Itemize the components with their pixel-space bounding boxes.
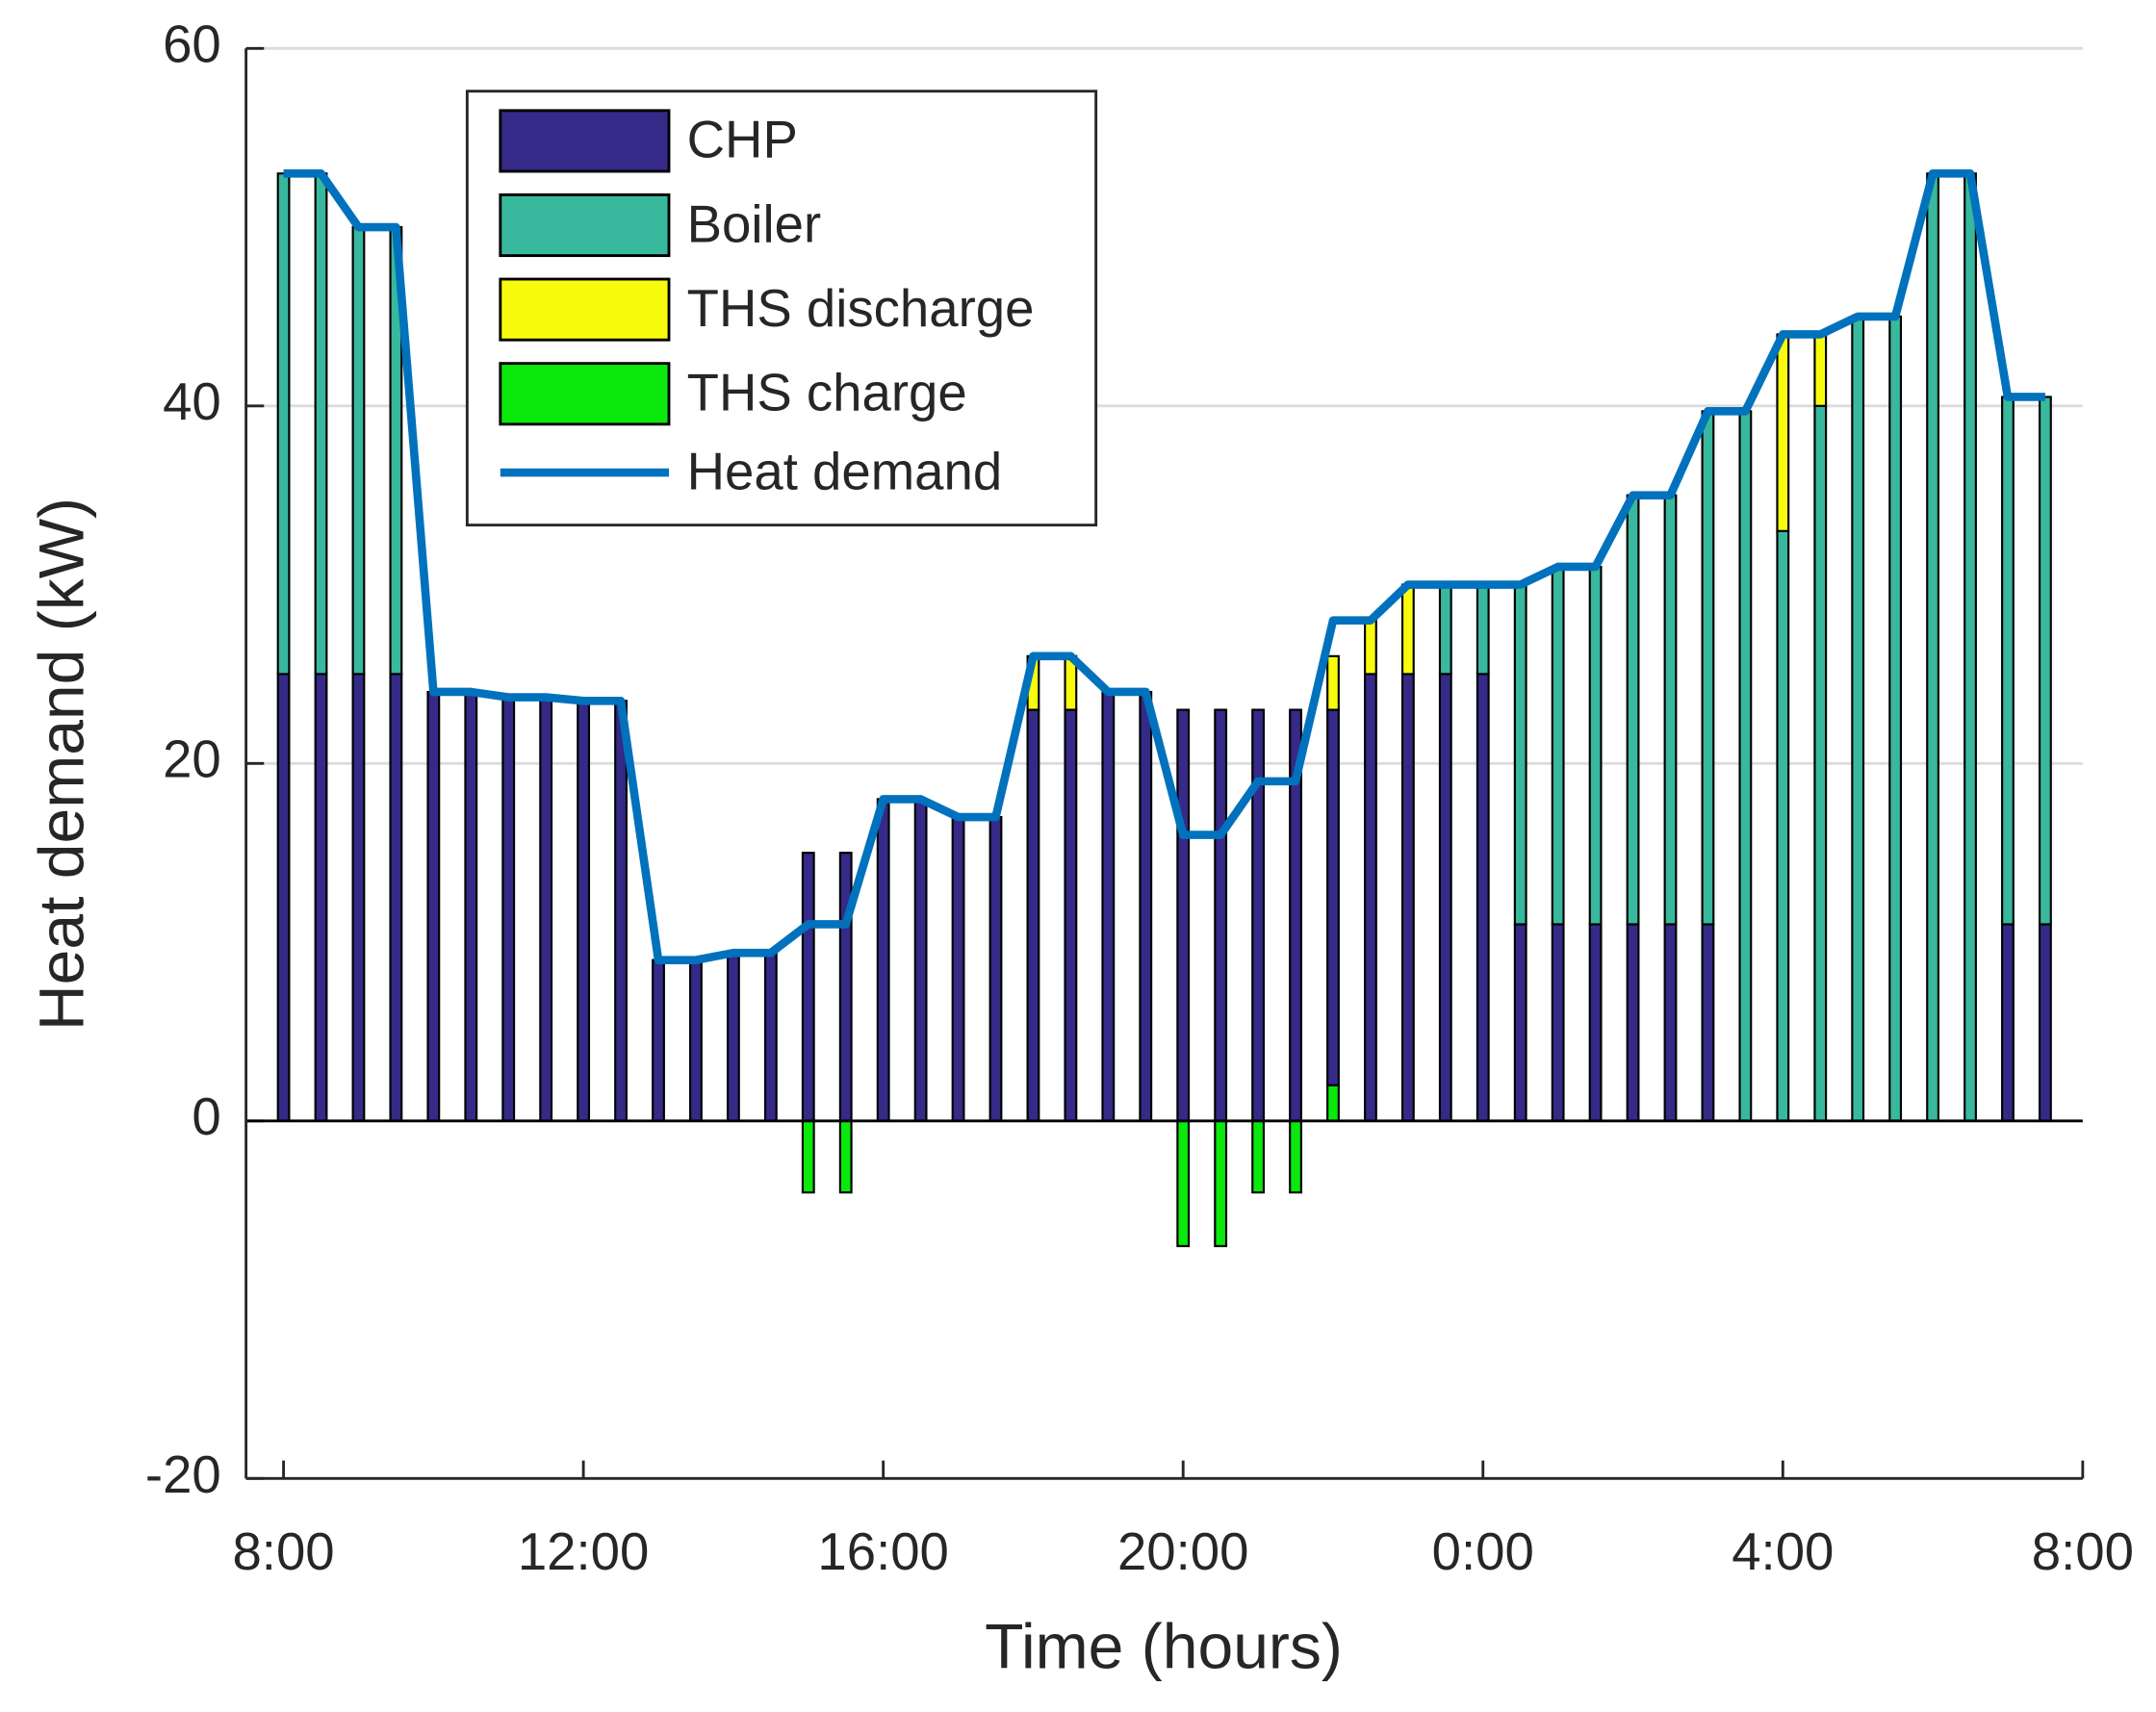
x-axis-label: Time (hours) bbox=[985, 1610, 1343, 1681]
bar-segment bbox=[1101, 690, 1116, 1122]
x-tick-label: 20:00 bbox=[1117, 1522, 1249, 1581]
bar-segment bbox=[838, 852, 853, 1122]
bar-segment bbox=[1400, 583, 1415, 676]
bar-segment bbox=[1851, 315, 1865, 1122]
y-tick-label: -20 bbox=[145, 1445, 221, 1504]
y-tick-label: 60 bbox=[163, 15, 221, 74]
bar-segment bbox=[913, 798, 928, 1122]
bar-segment bbox=[1551, 923, 1565, 1122]
bar-segment bbox=[1513, 923, 1527, 1122]
bar-segment bbox=[1588, 923, 1603, 1122]
bar-segment bbox=[389, 673, 403, 1122]
bar-segment bbox=[351, 673, 366, 1122]
bar-segment bbox=[1663, 923, 1678, 1122]
bar-segment bbox=[314, 673, 328, 1122]
bar-segment bbox=[1476, 673, 1490, 1122]
bar-segment bbox=[763, 952, 778, 1122]
bar-segment bbox=[1813, 333, 1828, 407]
y-tick-label: 40 bbox=[163, 372, 221, 431]
bar-segment bbox=[1326, 654, 1340, 711]
bar-segment bbox=[1438, 583, 1452, 676]
bar-segment bbox=[1176, 1119, 1191, 1247]
y-axis-label: Heat demand (kW) bbox=[25, 498, 96, 1031]
bar-segment bbox=[464, 690, 478, 1122]
bar-segment bbox=[876, 798, 890, 1122]
y-tick-label: 20 bbox=[163, 730, 221, 789]
legend-swatch bbox=[499, 193, 671, 258]
bar-segment bbox=[1064, 708, 1078, 1122]
bar-segment bbox=[801, 852, 815, 1122]
bar-segment bbox=[1776, 333, 1790, 532]
bar-segment bbox=[1364, 619, 1377, 676]
x-tick-label: 0:00 bbox=[1432, 1522, 1534, 1581]
bar-segment bbox=[1701, 410, 1715, 926]
bar-segment bbox=[1364, 673, 1377, 1122]
bar-segment bbox=[1326, 1084, 1340, 1122]
bar-segment bbox=[1626, 923, 1640, 1122]
bar-segment bbox=[1026, 708, 1040, 1122]
bar-segment bbox=[689, 958, 703, 1122]
bar-segment bbox=[1214, 708, 1228, 1122]
bar-segment bbox=[276, 673, 291, 1122]
bar-segment bbox=[1551, 565, 1565, 926]
legend-swatch bbox=[499, 277, 671, 342]
legend-label: Boiler bbox=[687, 194, 821, 253]
bar-segment bbox=[351, 225, 366, 676]
bar-segment bbox=[1588, 565, 1603, 926]
bar-segment bbox=[1438, 673, 1452, 1122]
bar-segment bbox=[2038, 396, 2052, 926]
bar-segment bbox=[2038, 923, 2052, 1122]
bar-segment bbox=[1400, 673, 1415, 1122]
bar-segment bbox=[501, 696, 516, 1122]
bar-segment bbox=[951, 815, 965, 1122]
bar-segment bbox=[1964, 172, 1977, 1122]
bar-segment bbox=[614, 700, 628, 1122]
bar-segment bbox=[1251, 708, 1266, 1122]
x-tick-label: 4:00 bbox=[1732, 1522, 1834, 1581]
bar-segment bbox=[2001, 396, 2015, 926]
bar-segment bbox=[2001, 923, 2015, 1122]
bar-segment bbox=[539, 696, 553, 1122]
x-tick-label: 12:00 bbox=[518, 1522, 650, 1581]
bar-segment bbox=[426, 690, 441, 1122]
x-tick-label: 8:00 bbox=[2032, 1522, 2134, 1581]
bar-segment bbox=[314, 172, 328, 676]
bar-segment bbox=[1176, 708, 1191, 1122]
legend-swatch bbox=[499, 362, 671, 426]
bar-segment bbox=[1738, 410, 1753, 1122]
bar-segment bbox=[1214, 1119, 1228, 1247]
bar-segment bbox=[1776, 529, 1790, 1122]
bar-segment bbox=[1326, 708, 1340, 1086]
bar-segment bbox=[1701, 923, 1715, 1122]
bar-segment bbox=[577, 700, 591, 1122]
legend-swatch bbox=[499, 109, 671, 173]
bar-segment bbox=[652, 958, 665, 1122]
x-tick-label: 16:00 bbox=[817, 1522, 949, 1581]
bar-segment bbox=[1513, 583, 1527, 926]
bar-segment bbox=[1251, 1119, 1266, 1194]
bar-segment bbox=[1139, 690, 1153, 1122]
y-tick-label: 0 bbox=[192, 1087, 220, 1146]
demand-line bbox=[283, 168, 2045, 964]
legend-label: THS charge bbox=[687, 363, 967, 422]
bar-segment bbox=[1888, 315, 1903, 1122]
bar-segment bbox=[1626, 494, 1640, 926]
x-tick-label: 8:00 bbox=[232, 1522, 334, 1581]
bar-segment bbox=[1476, 583, 1490, 676]
bar-segment bbox=[1813, 404, 1828, 1122]
bar-segment bbox=[1663, 494, 1678, 926]
legend-label: THS discharge bbox=[687, 279, 1035, 338]
bar-segment bbox=[726, 952, 740, 1122]
bar-segment bbox=[801, 1119, 815, 1194]
legend-label: Heat demand bbox=[687, 442, 1003, 500]
bar-segment bbox=[838, 1119, 853, 1194]
bar-segment bbox=[276, 172, 291, 676]
bar-segment bbox=[1289, 1119, 1302, 1194]
bar-segment bbox=[1926, 172, 1939, 1122]
legend-label: CHP bbox=[687, 111, 798, 169]
bar-segment bbox=[988, 815, 1003, 1122]
